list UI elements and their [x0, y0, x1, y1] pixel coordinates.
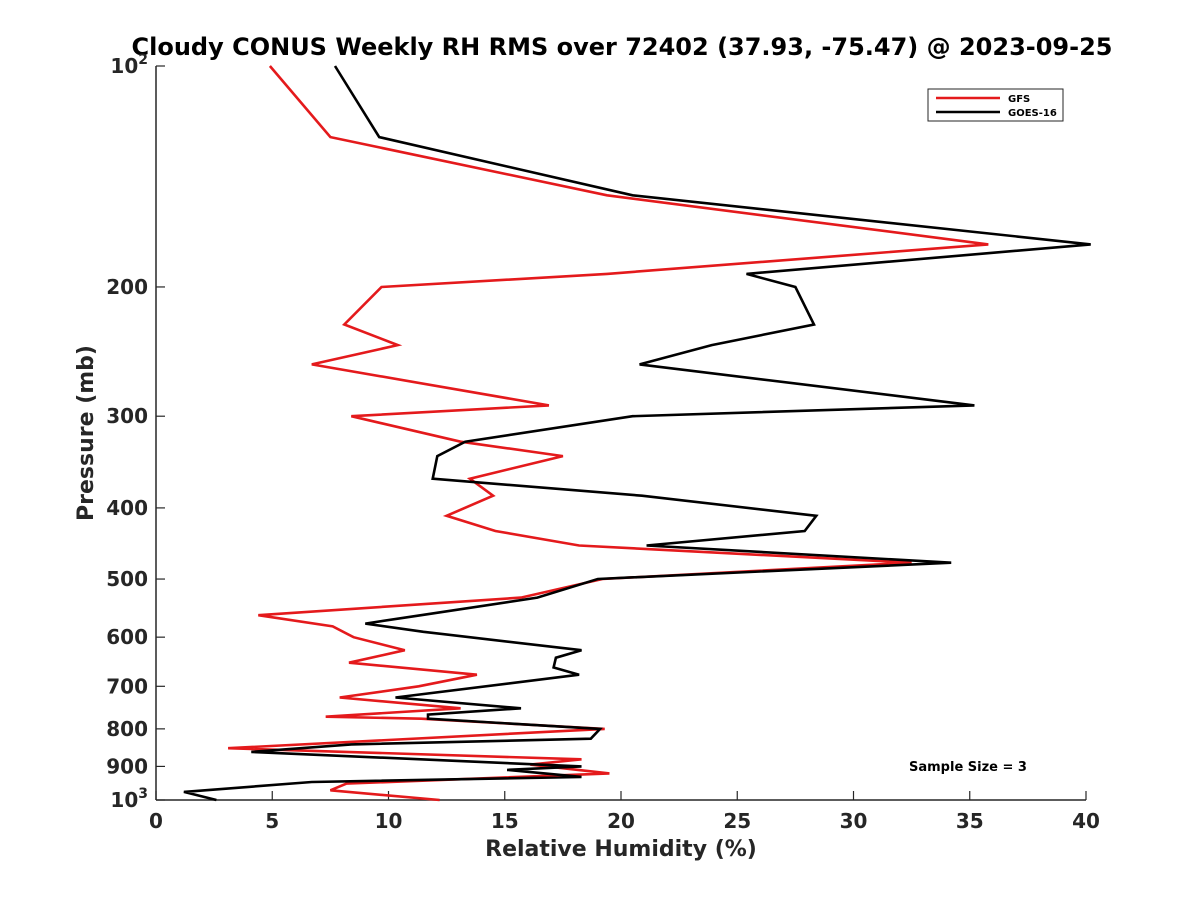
sample-size-annotation: Sample Size = 3	[909, 760, 1027, 775]
y-tick-label: 900	[106, 754, 148, 778]
x-tick-label: 10	[375, 809, 403, 833]
x-tick-label: 15	[491, 809, 519, 833]
legend-label-goes-16: GOES-16	[1008, 108, 1057, 119]
x-tick-label: 30	[840, 809, 868, 833]
y-axis-label: Pressure (mb)	[74, 345, 99, 521]
x-tick-label: 5	[265, 809, 279, 833]
y-tick-label: 700	[106, 674, 148, 698]
legend-label-gfs: GFS	[1008, 94, 1030, 105]
legend-box	[927, 88, 1064, 122]
x-axis-label: Relative Humidity (%)	[485, 837, 757, 862]
x-tick-label: 0	[149, 809, 163, 833]
y-tick-label: 300	[106, 404, 148, 428]
series-line-goes-16	[183, 65, 1091, 802]
y-tick-label: 103	[110, 786, 148, 812]
y-tick-label: 200	[106, 275, 148, 299]
series-line-gfs	[228, 65, 989, 802]
x-tick-label: 35	[956, 809, 984, 833]
legend: GFS GOES-16	[927, 88, 1064, 122]
chart-title: Cloudy CONUS Weekly RH RMS over 72402 (3…	[132, 33, 1113, 61]
y-tick-label: 800	[106, 717, 148, 741]
y-tick-label: 500	[106, 567, 148, 591]
x-tick-label: 20	[607, 809, 635, 833]
y-tick-label: 400	[106, 496, 148, 520]
y-tick-label: 600	[106, 625, 148, 649]
plot-area: 0 5 10 15 20 25 30 35 40 102 200 300 400 500 600 700 800…	[106, 52, 1100, 833]
x-tick-label: 40	[1072, 809, 1100, 833]
y-tick-label: 102	[110, 52, 148, 78]
x-tick-label: 25	[723, 809, 751, 833]
